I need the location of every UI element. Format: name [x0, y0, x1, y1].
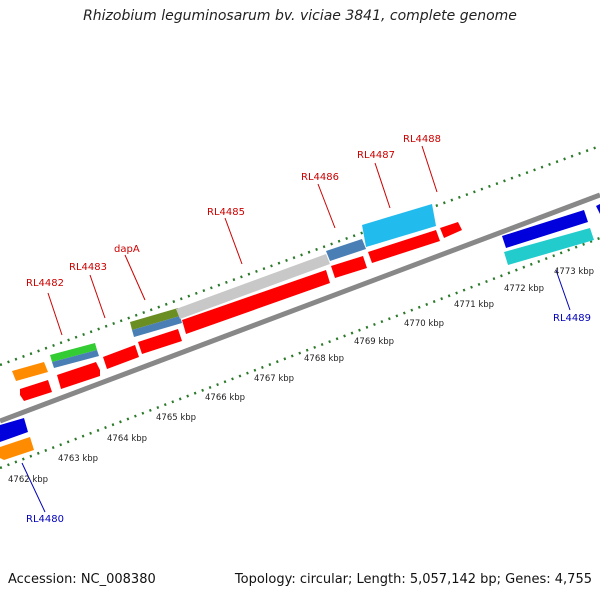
top-label-leaders: [47, 145, 438, 336]
kbp-label: 4766 kbp: [205, 393, 245, 403]
bottom-label-leaders: [21, 269, 571, 513]
reverse-strand-lane: [0, 204, 600, 460]
gene-steelblue-2[interactable]: [132, 316, 182, 337]
label-rl4487[interactable]: RL4487: [357, 150, 395, 161]
kbp-label: 4767 kbp: [254, 374, 294, 384]
kbp-label: 4768 kbp: [304, 354, 344, 364]
label-rl4489[interactable]: RL4489: [553, 313, 591, 324]
gene-cyan[interactable]: [504, 228, 594, 265]
kbp-label: 4764 kbp: [107, 434, 147, 444]
label-rl4488[interactable]: RL4488: [403, 134, 441, 145]
genome-backbone: [0, 192, 600, 424]
label-rl4480[interactable]: RL4480: [26, 514, 64, 525]
cds-8[interactable]: [440, 222, 462, 238]
forward-strand-lane: [12, 204, 436, 381]
label-rl4483[interactable]: RL4483: [69, 262, 107, 273]
gene-green[interactable]: [50, 343, 97, 362]
gene-steelblue-3[interactable]: [326, 239, 366, 261]
gene-orange-left[interactable]: [0, 437, 34, 460]
cds-7[interactable]: [368, 230, 440, 263]
lower-tick-track: [0, 236, 600, 470]
gene-blue-left[interactable]: [0, 418, 28, 442]
kbp-label: 4772 kbp: [504, 284, 544, 294]
cds-1[interactable]: [20, 380, 52, 401]
label-rl4485[interactable]: RL4485: [207, 207, 245, 218]
cds-4[interactable]: [138, 329, 182, 354]
gene-orange[interactable]: [12, 362, 48, 381]
label-dapa[interactable]: dapA: [114, 244, 140, 255]
kbp-label: 4765 kbp: [156, 413, 196, 423]
kbp-label: 4769 kbp: [354, 337, 394, 347]
accession-text: Accession: NC_008380: [8, 572, 156, 587]
cds-2[interactable]: [57, 362, 100, 389]
cds-6[interactable]: [331, 256, 367, 278]
kbp-label: 4770 kbp: [404, 319, 444, 329]
cds-5[interactable]: [182, 270, 330, 334]
gene-blue-edge[interactable]: [596, 204, 600, 214]
genome-title: Rhizobium leguminosarum bv. viciae 3841,…: [83, 8, 517, 24]
kbp-label: 4762 kbp: [8, 475, 48, 485]
label-rl4482[interactable]: RL4482: [26, 278, 64, 289]
gene-skyblue[interactable]: [362, 204, 436, 247]
topology-text: Topology: circular; Length: 5,057,142 bp…: [234, 572, 592, 587]
cds-3[interactable]: [103, 345, 139, 369]
gene-olive[interactable]: [130, 308, 180, 330]
label-rl4486[interactable]: RL4486: [301, 172, 339, 183]
kbp-label: 4773 kbp: [554, 267, 594, 277]
gene-steelblue[interactable]: [52, 350, 99, 368]
gene-blue[interactable]: [502, 210, 588, 248]
kbp-label: 4763 kbp: [58, 454, 98, 464]
gene-grey[interactable]: [176, 254, 330, 319]
kbp-label: 4771 kbp: [454, 300, 494, 310]
cds-lane: [20, 222, 462, 401]
